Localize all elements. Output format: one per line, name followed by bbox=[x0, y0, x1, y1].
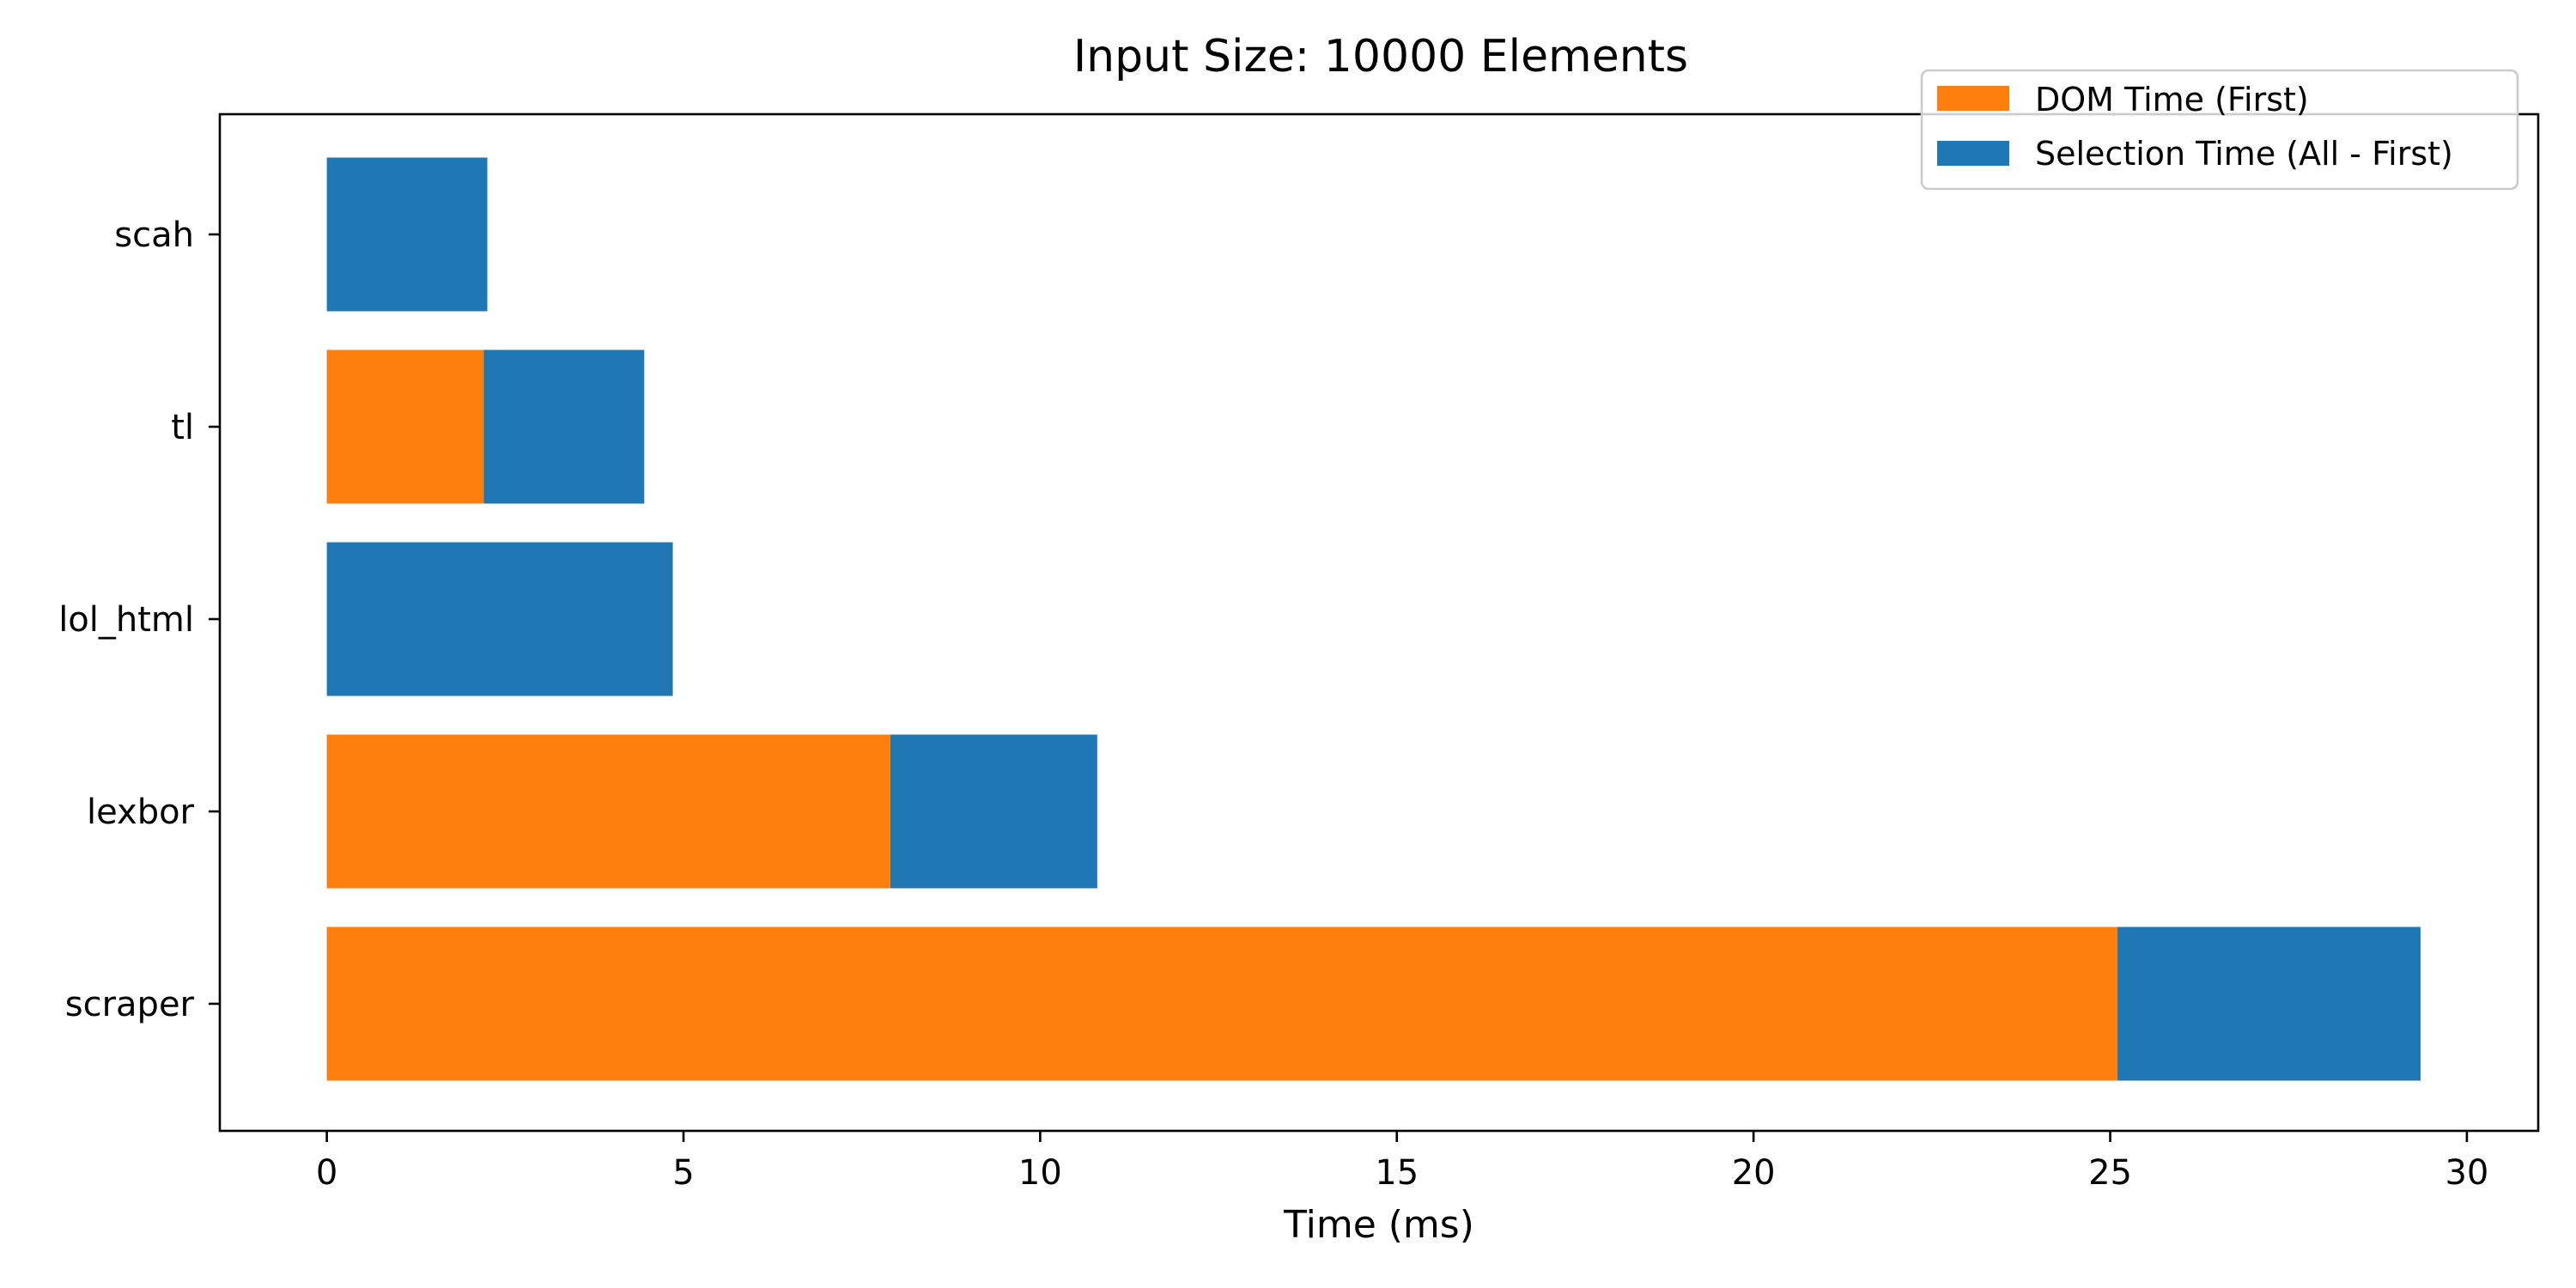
bars-layer bbox=[326, 157, 2421, 1081]
bar-tl-dom-time-first bbox=[326, 349, 484, 504]
legend-frame bbox=[1920, 69, 2519, 191]
plot-frame bbox=[218, 112, 2540, 1133]
y-axis: scraper lexbor lol_html tl scah bbox=[58, 216, 220, 1024]
x-axis: 0 5 10 15 20 25 30 bbox=[316, 1131, 2488, 1193]
bar-scraper-dom-time-first bbox=[326, 927, 2117, 1081]
y-tick-label-lol-html: lol_html bbox=[58, 600, 194, 640]
bar-lol-html-selection-time-all-first bbox=[326, 542, 673, 696]
y-tick-label-lexbor: lexbor bbox=[87, 793, 195, 832]
legend-label-dom-time: DOM Time (First) bbox=[2035, 81, 2309, 118]
bar-lexbor-selection-time-all-first bbox=[890, 734, 1097, 889]
bar-scah-selection-time-all-first bbox=[326, 157, 488, 312]
x-tick-label: 15 bbox=[1375, 1153, 1419, 1193]
x-axis-label: Time (ms) bbox=[1283, 1203, 1474, 1247]
bar-scraper-selection-time-all-first bbox=[2117, 927, 2421, 1081]
legend-label-selection-time: Selection Time (All - First) bbox=[2035, 135, 2453, 173]
y-tick-label-tl: tl bbox=[171, 408, 194, 447]
x-tick-label: 5 bbox=[672, 1153, 694, 1193]
x-tick-label: 20 bbox=[1732, 1153, 1776, 1193]
legend-swatch-dom-time bbox=[1937, 86, 2009, 111]
bar-lexbor-dom-time-first bbox=[326, 734, 890, 889]
legend-swatch-selection-time bbox=[1937, 141, 2009, 166]
x-tick-label: 30 bbox=[2445, 1153, 2488, 1193]
x-tick-label: 10 bbox=[1018, 1153, 1062, 1193]
x-tick-label: 25 bbox=[2088, 1153, 2132, 1193]
y-tick-label-scraper: scraper bbox=[65, 985, 195, 1024]
chart-title: Input Size: 10000 Elements bbox=[1073, 31, 1688, 82]
x-tick-label: 0 bbox=[316, 1153, 337, 1193]
y-tick-label-scah: scah bbox=[114, 216, 194, 255]
bar-tl-selection-time-all-first bbox=[483, 349, 645, 504]
legend: DOM Time (First) Selection Time (All - F… bbox=[1920, 69, 2519, 191]
